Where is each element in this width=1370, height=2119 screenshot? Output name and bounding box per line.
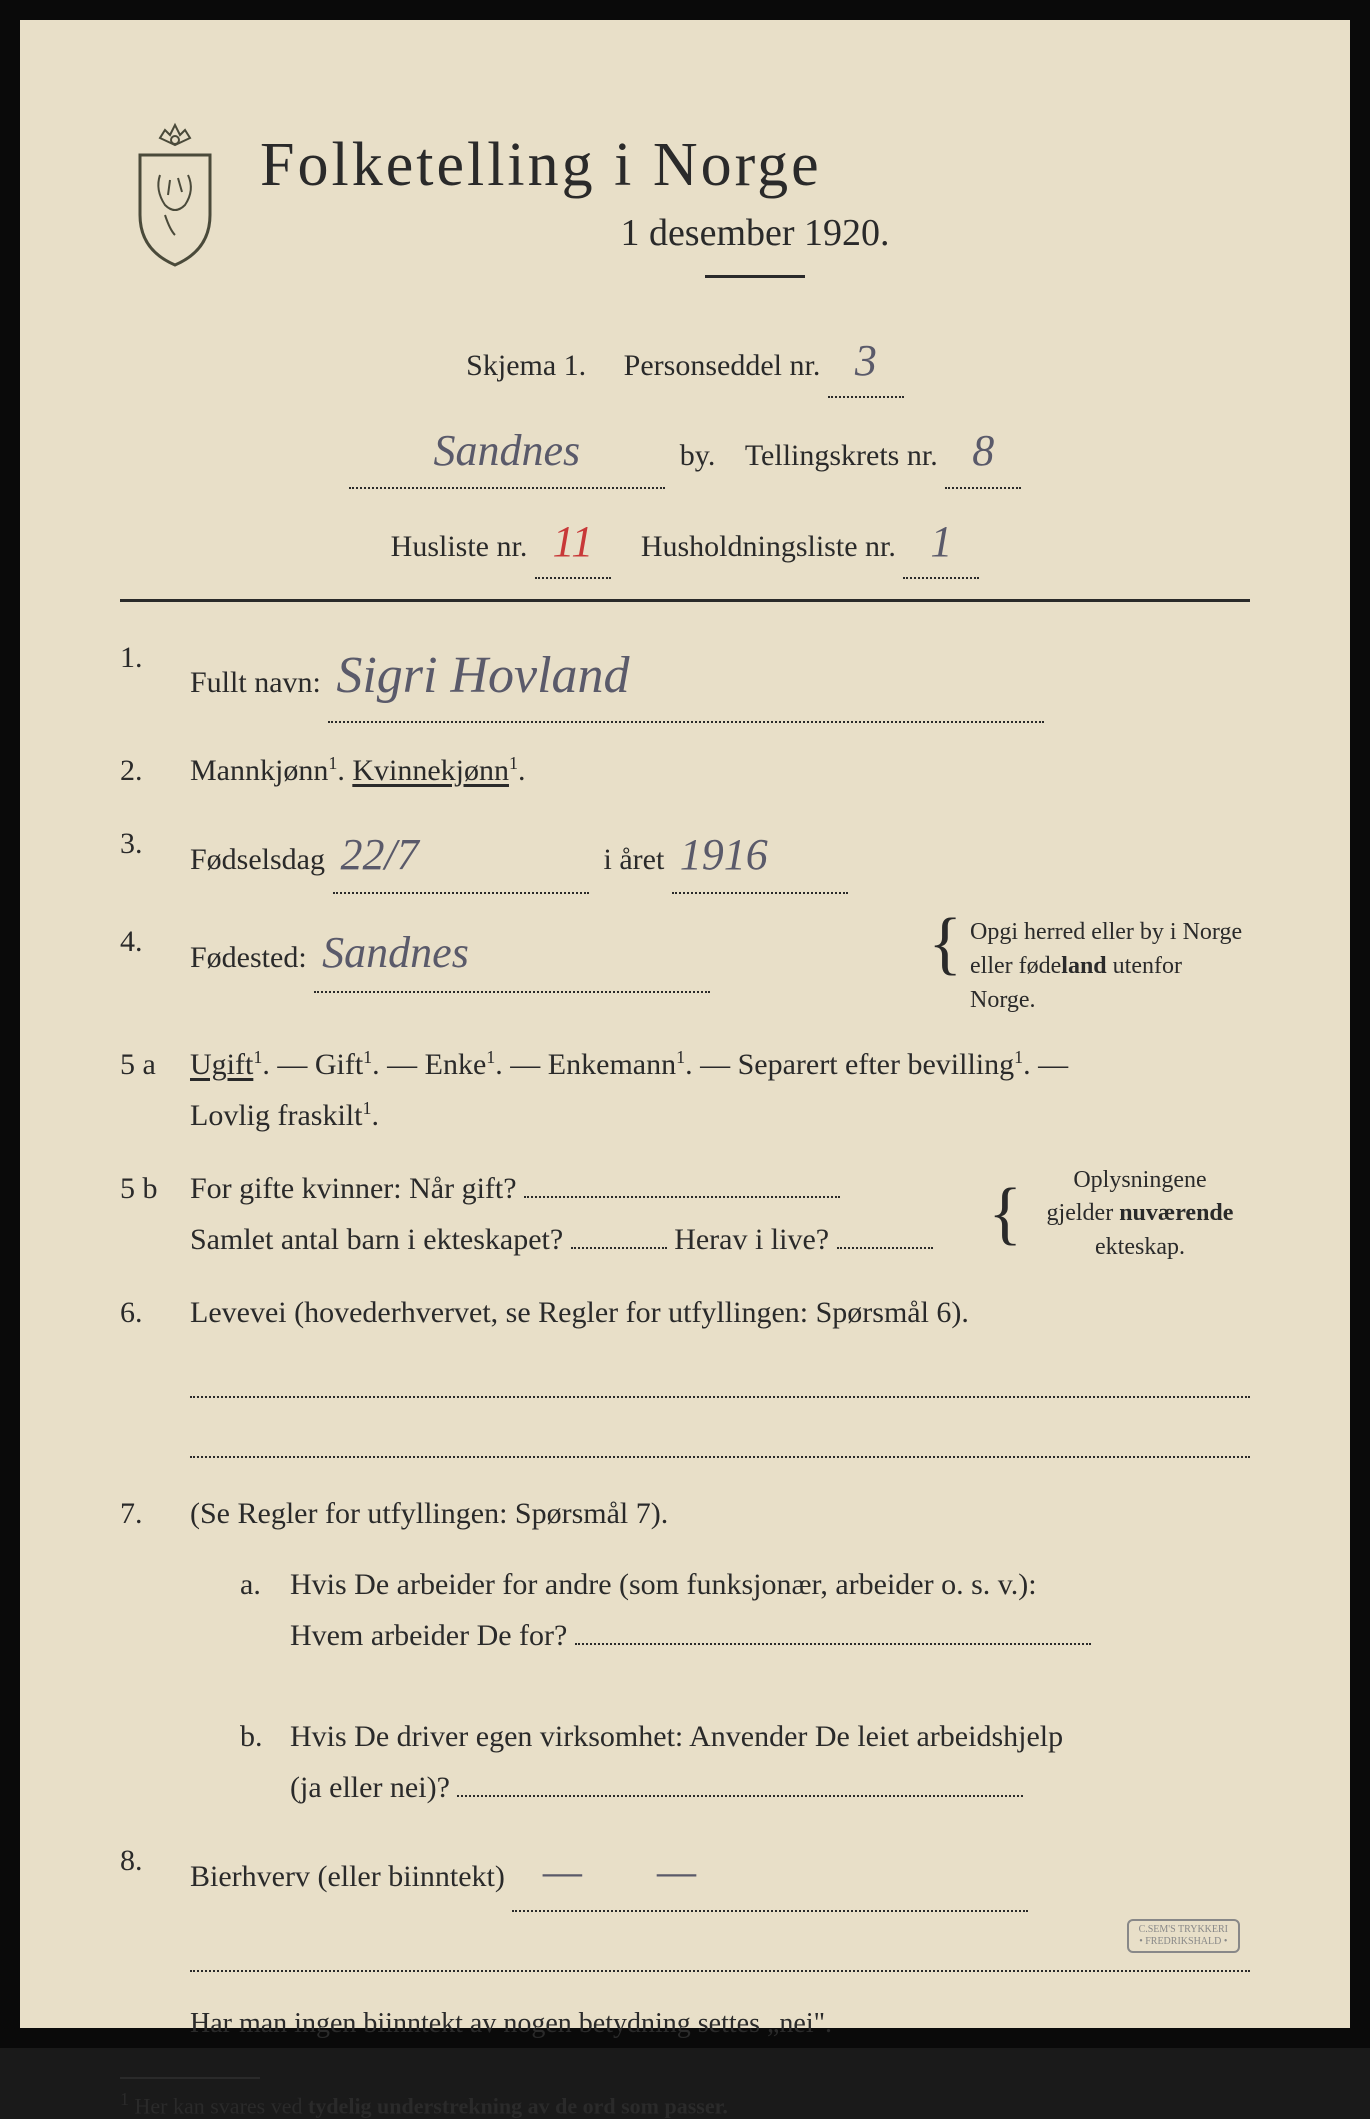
husliste-line: Husliste nr. 11 Husholdningsliste nr. 1 [120,507,1250,579]
subtitle: 1 desember 1920. [260,211,1250,255]
personseddel-label: Personseddel nr. [624,349,821,382]
q7a: a. Hvis De arbeider for andre (som funks… [240,1559,1250,1661]
q5a-num: 5 a [120,1039,190,1141]
question-8: 8. Bierhverv (eller biinntekt) — — [120,1835,1250,1912]
q3-label: Fødselsdag [190,843,325,876]
q7b: b. Hvis De driver egen virksomhet: Anven… [240,1711,1250,1813]
husholdning-value: 1 [930,507,952,577]
q7-label: (Se Regler for utfyllingen: Spørsmål 7). [190,1497,668,1530]
q1-label: Fullt navn: [190,666,321,699]
q6-label: Levevei (hovederhvervet, se Regler for u… [190,1287,1250,1338]
q5a-enke: Enke [425,1048,487,1081]
main-title: Folketelling i Norge [260,130,1250,201]
q4-num: 4. [120,916,190,1017]
q4-note: Opgi herred eller by i Norge eller fødel… [970,916,1250,1017]
husliste-value: 11 [552,507,593,577]
q5b-line2b: Herav i live? [674,1223,829,1256]
question-3: 3. Fødselsdag 22/7 i året 1916 [120,818,1250,895]
q8-label: Bierhverv (eller biinntekt) [190,1860,505,1893]
q3-day: 22/7 [341,818,419,893]
husliste-label: Husliste nr. [391,530,528,563]
norwegian-crest-icon [120,120,230,270]
q2-kvinne: Kvinnekjønn [352,754,509,787]
q5b-line2a: Samlet antal barn i ekteskapet? [190,1223,563,1256]
q5b-note: Oplysningene gjelder nuværende ekteskap. [1030,1164,1250,1265]
blank-line [190,1428,1250,1458]
question-2: 2. Mannkjønn1. Kvinnekjønn1. [120,745,1250,796]
q2-mann: Mannkjønn [190,754,328,787]
q5b-line1: For gifte kvinner: Når gift? [190,1172,517,1205]
footnote-divider [120,2077,260,2079]
q4-label: Fødested: [190,941,307,974]
question-5b: 5 b For gifte kvinner: Når gift? Samlet … [120,1163,1250,1265]
question-1: 1. Fullt navn: Sigri Hovland [120,632,1250,722]
question-5a: 5 a Ugift1. — Gift1. — Enke1. — Enkemann… [120,1039,1250,1141]
question-4: 4. Fødested: Sandnes { Opgi herred eller… [120,916,1250,1017]
q7b-line1: Hvis De driver egen virksomhet: Anvender… [290,1720,1063,1753]
q8-note: Har man ingen biinntekt av nogen betydni… [190,2002,1250,2047]
q5a-fraskilt: Lovlig fraskilt [190,1099,362,1132]
q7b-line2: (ja eller nei)? [290,1771,450,1804]
by-value: Sandnes [433,416,580,486]
q7-num: 7. [120,1488,190,1813]
q6-num: 6. [120,1287,190,1338]
q7a-letter: a. [240,1559,290,1661]
tellingskrets-label: Tellingskrets nr. [745,439,938,472]
brace-icon: { [928,916,962,972]
q3-year-label: i året [604,843,665,876]
q3-year: 1916 [680,818,768,893]
q5a-enkemann: Enkemann [548,1048,676,1081]
q8-num: 8. [120,1835,190,1912]
q1-value: Sigri Hovland [336,632,629,720]
q5a-ugift: Ugift [190,1048,253,1081]
printer-stamp: C.SEM'S TRYKKERI • FREDRIKSHALD • [1127,1919,1240,1953]
personseddel-value: 3 [855,326,877,396]
by-label: by. [680,439,716,472]
tellingskrets-value: 8 [972,416,994,486]
main-divider [120,599,1250,602]
footnote: 1 Her kan svares ved tydelig understrekn… [120,2089,1250,2119]
q3-num: 3. [120,818,190,895]
q5a-separert: Separert efter bevilling [738,1048,1015,1081]
question-6: 6. Levevei (hovederhvervet, se Regler fo… [120,1287,1250,1338]
q4-value: Sandnes [322,916,469,991]
q2-num: 2. [120,745,190,796]
question-7: 7. (Se Regler for utfyllingen: Spørsmål … [120,1488,1250,1813]
census-form-page: Folketelling i Norge 1 desember 1920. Sk… [0,0,1370,2048]
header: Folketelling i Norge 1 desember 1920. [120,100,1250,308]
q7a-line1: Hvis De arbeider for andre (som funksjon… [290,1568,1037,1601]
title-block: Folketelling i Norge 1 desember 1920. [260,100,1250,308]
skjema-line: Skjema 1. Personseddel nr. 3 [120,326,1250,398]
q5a-gift: Gift [315,1048,363,1081]
husholdning-label: Husholdningsliste nr. [641,530,896,563]
title-divider [705,275,805,278]
q5b-num: 5 b [120,1163,190,1265]
q1-num: 1. [120,632,190,722]
by-line: Sandnes by. Tellingskrets nr. 8 [120,416,1250,488]
brace-icon: { [988,1186,1022,1242]
skjema-label: Skjema 1. [466,349,586,382]
q7b-letter: b. [240,1711,290,1813]
q7a-line2: Hvem arbeider De for? [290,1619,567,1652]
blank-line [190,1942,1250,1972]
blank-line [190,1368,1250,1398]
